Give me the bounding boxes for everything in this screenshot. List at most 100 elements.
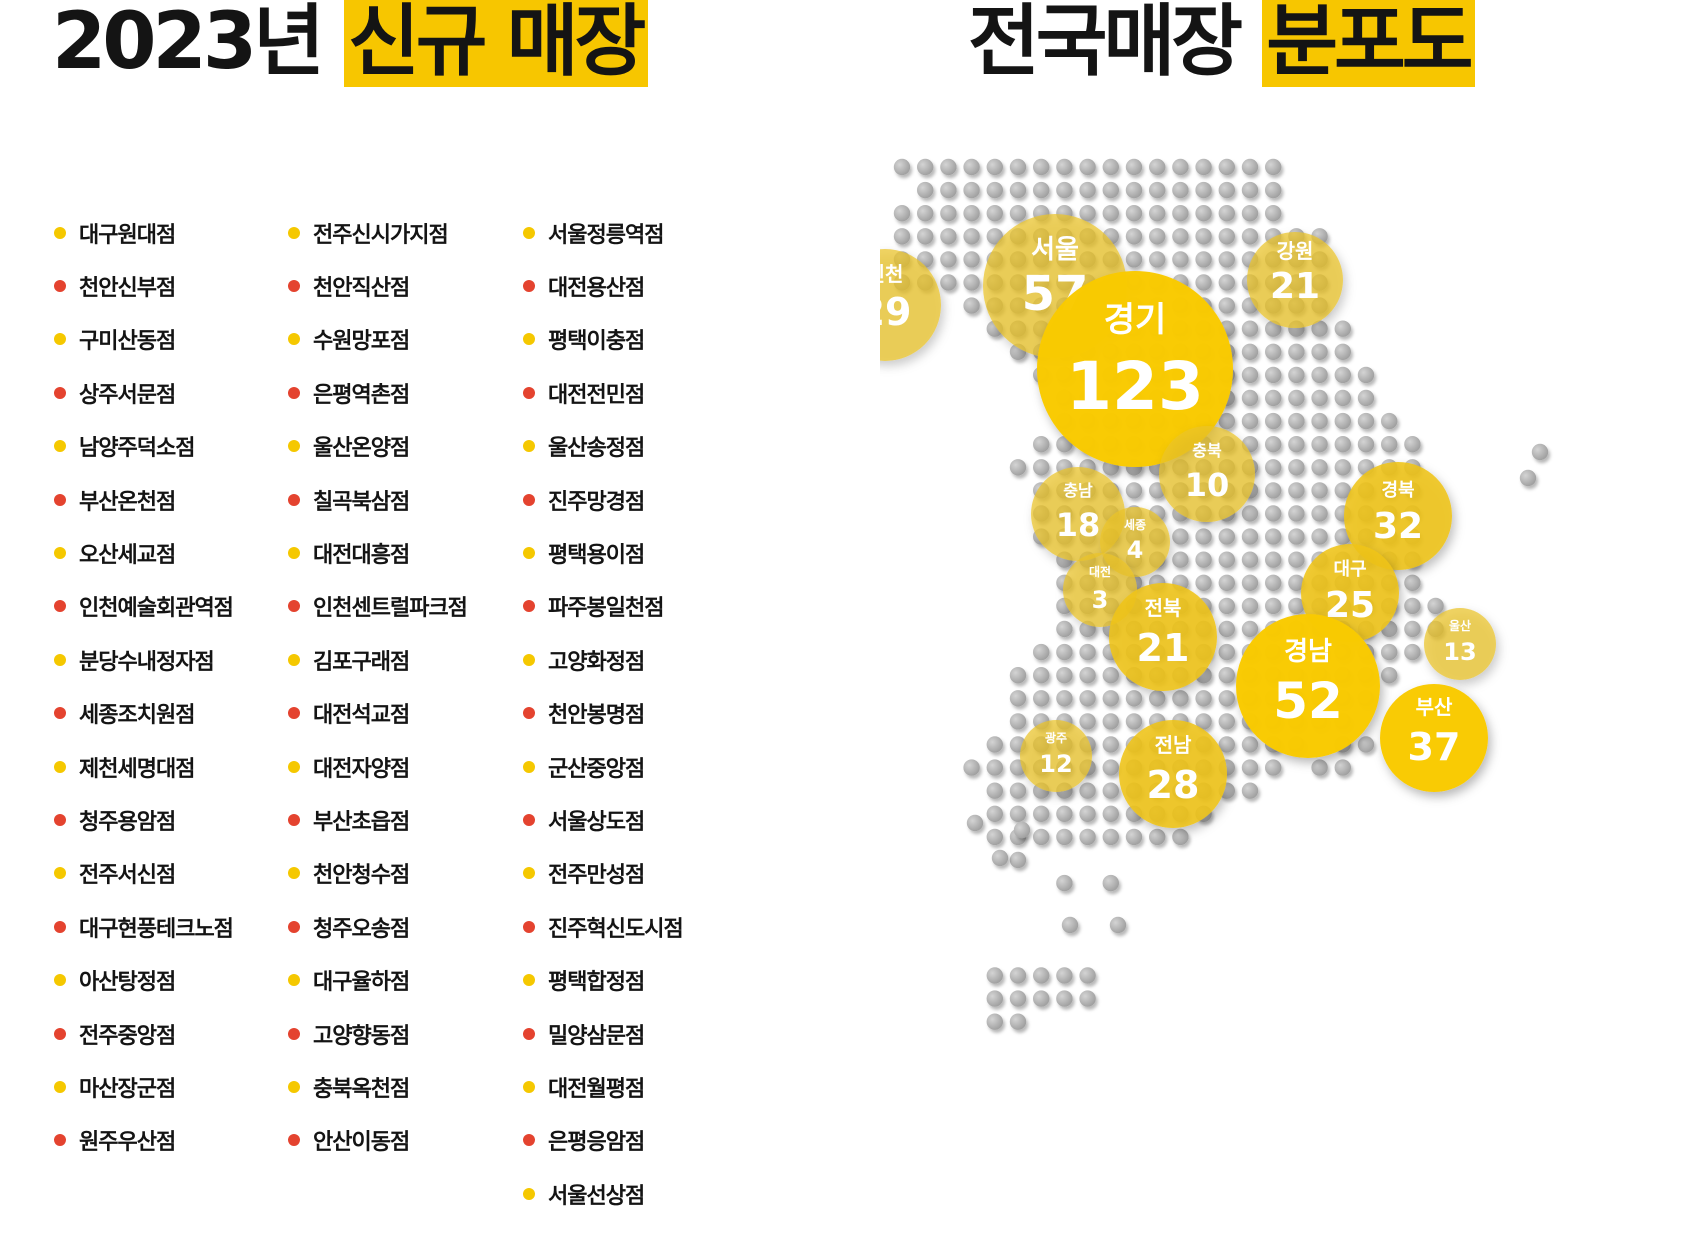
- map-dot: [963, 274, 980, 291]
- region-bubble: 광주 12: [1020, 720, 1092, 792]
- map-dot: [1195, 574, 1212, 591]
- map-dot: [963, 181, 980, 199]
- store-name: 평택용이점: [548, 543, 645, 569]
- map-dot: [917, 228, 934, 245]
- title-year: 2023년: [52, 0, 325, 87]
- map-dot: [1056, 874, 1073, 892]
- store-list-item: 구미산동점: [54, 313, 233, 366]
- store-list-item: 군산중앙점: [523, 740, 683, 793]
- region-bubble-circle: [1119, 720, 1227, 828]
- map-dot: [1195, 528, 1212, 545]
- region-name: 울산: [1449, 618, 1471, 633]
- region-store-count: 28: [1147, 763, 1200, 807]
- map-dot: [986, 1013, 1003, 1030]
- store-name: 천안봉명점: [548, 703, 645, 729]
- map-dot: [1265, 482, 1282, 499]
- store-list-item: 진주망경점: [523, 473, 683, 526]
- store-list-item: 서울정릉역점: [523, 206, 683, 259]
- store-name: 대전월평점: [548, 1076, 645, 1102]
- bullet-red-icon: [288, 707, 300, 720]
- map-dot: [1334, 436, 1351, 453]
- region-bubbles: 인천29서울57경기123강원21충북10충남18세종4경북32대전3대구25전…: [880, 214, 1496, 828]
- map-dot: [1334, 366, 1351, 384]
- region-name: 경기: [1104, 300, 1167, 340]
- map-dot: [1241, 759, 1259, 776]
- map-dot: [1288, 459, 1305, 476]
- map-dot: [1357, 366, 1375, 384]
- store-list-item: 은평응암점: [523, 1114, 683, 1167]
- map-dot: [1172, 528, 1189, 545]
- bullet-red-icon: [54, 280, 66, 293]
- map-dot: [1056, 990, 1073, 1007]
- map-dot: [1195, 158, 1212, 176]
- store-name: 평택이충점: [548, 329, 645, 355]
- map-dot: [1033, 181, 1050, 199]
- map-dot: [1125, 181, 1143, 199]
- region-bubble-circle: [1247, 232, 1343, 328]
- map-dot: [1149, 251, 1166, 268]
- map-dot: [1241, 181, 1259, 199]
- map-dot: [1218, 667, 1235, 684]
- store-name: 울산온양점: [313, 436, 410, 462]
- region-name: 세종: [1124, 517, 1146, 532]
- map-dot: [1009, 459, 1027, 476]
- region-store-count: 18: [1056, 506, 1101, 544]
- map-dot: [1288, 436, 1305, 453]
- map-dot: [1311, 436, 1328, 453]
- map-dot: [1265, 759, 1282, 776]
- store-list-item: 파주봉일천점: [523, 580, 683, 633]
- region-bubble-circle: [880, 249, 941, 361]
- store-name: 은평역촌점: [313, 382, 410, 408]
- region-store-count: 29: [880, 290, 911, 334]
- region-bubble: 전북 21: [1109, 583, 1217, 691]
- store-list-item: 대구원대점: [54, 206, 233, 259]
- bullet-yellow-icon: [54, 547, 66, 560]
- store-list-item: 오산세교점: [54, 526, 233, 579]
- map-title-highlight: 분포도: [1262, 0, 1476, 87]
- store-list-item: 제천세명대점: [54, 740, 233, 793]
- region-bubble: 전남 28: [1119, 720, 1227, 828]
- bullet-red-icon: [288, 813, 300, 826]
- map-dot: [1241, 528, 1259, 545]
- store-list-item: 칠곡북삼점: [288, 473, 467, 526]
- bullet-yellow-icon: [54, 867, 66, 880]
- map-dot: [1079, 713, 1096, 730]
- bullet-red-icon: [288, 386, 300, 399]
- region-bubble-circle: [1380, 684, 1488, 792]
- map-dot: [893, 205, 911, 222]
- store-name: 마산장군점: [79, 1076, 176, 1102]
- store-name: 군산중앙점: [548, 756, 645, 782]
- store-name: 세종조치원점: [79, 703, 195, 729]
- map-dot: [940, 228, 957, 245]
- store-list-item: 부산온천점: [54, 473, 233, 526]
- map-dot: [1288, 528, 1305, 545]
- region-bubble: 울산 13: [1424, 608, 1496, 680]
- store-name: 천안신부점: [79, 276, 176, 302]
- bullet-red-icon: [288, 600, 300, 613]
- map-dot: [986, 736, 1003, 753]
- bullet-yellow-icon: [523, 1080, 535, 1093]
- map-dot: [1102, 667, 1119, 684]
- title-highlight: 신규 매장: [344, 0, 649, 87]
- store-name: 고양향동점: [313, 1023, 410, 1049]
- map-dot: [1311, 343, 1328, 360]
- map-dot: [1265, 158, 1282, 176]
- map-dot: [1288, 366, 1305, 384]
- map-dot: [1102, 759, 1119, 776]
- store-list-item: 전주중앙점: [54, 1007, 233, 1060]
- map-dot: [1172, 181, 1189, 199]
- distribution-map-title: 전국매장 분포도: [968, 0, 1476, 87]
- store-list-item: 고양화정점: [523, 633, 683, 686]
- store-name: 대전자양점: [313, 756, 410, 782]
- store-name: 제천세명대점: [79, 756, 195, 782]
- map-dot: [1218, 297, 1235, 314]
- store-list-item: 전주만성점: [523, 847, 683, 900]
- map-dot: [1009, 713, 1027, 730]
- region-bubble-circle: [1020, 720, 1092, 792]
- map-dot: [1311, 505, 1328, 522]
- store-list-item: 서울선상점: [523, 1167, 683, 1220]
- store-name: 대구율하점: [313, 970, 410, 996]
- map-dot: [1357, 412, 1375, 430]
- map-dot: [1079, 967, 1096, 984]
- map-dot: [963, 158, 980, 176]
